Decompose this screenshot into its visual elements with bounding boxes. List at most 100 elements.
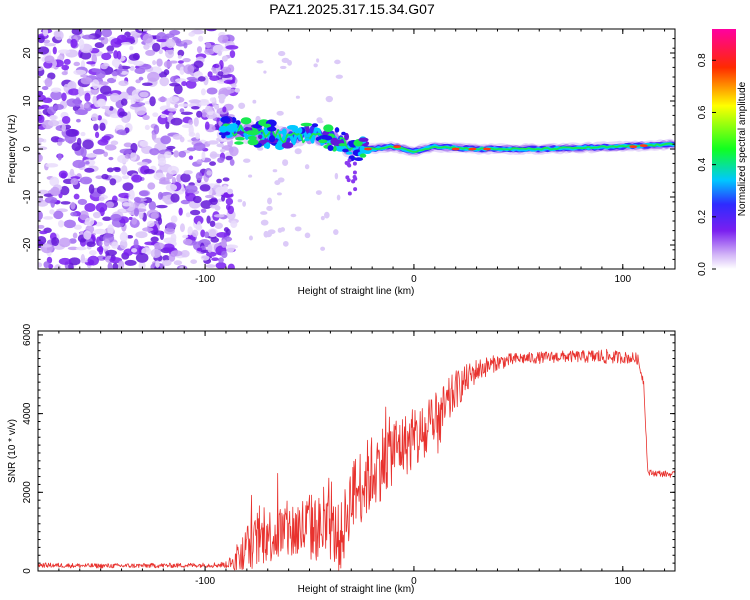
spectrogram-noise-blob	[92, 95, 97, 105]
spectrogram-noise-blob	[44, 55, 55, 64]
spectrogram-noise-blob	[124, 259, 137, 266]
spectrogram-scatter-blob	[336, 194, 341, 201]
spectrogram-noise-blob	[180, 250, 190, 258]
spectrogram-noise-blob	[179, 108, 185, 113]
spectrogram-noise-blob	[38, 114, 45, 124]
spectrogram-noise-blob	[104, 144, 117, 151]
spectrogram-noise-blob	[119, 239, 128, 250]
spectrogram-scatter-blob	[313, 63, 318, 68]
spectrogram-noise-blob	[157, 217, 163, 225]
spectrogram-scatter-blob	[272, 169, 278, 173]
spectrogram-noise-blob	[209, 197, 218, 205]
colorbar-tick-label: 0.4	[697, 157, 708, 171]
spectrogram-noise-blob	[227, 263, 235, 269]
spectrogram-noise-blob	[38, 66, 44, 71]
spectrogram-xtick-label: -100	[195, 274, 215, 285]
spectrogram-noise-blob	[68, 238, 77, 244]
spectrogram-noise-blob	[184, 184, 198, 194]
spectrogram-signal-blob	[240, 117, 252, 125]
spectrogram-noise-blob	[209, 153, 222, 158]
spectrogram-scatter-blob	[226, 86, 231, 90]
spectrogram-scatter-blob	[333, 229, 339, 235]
spectrogram-noise-blob	[197, 76, 206, 82]
spectrogram-noise-blob	[38, 137, 45, 143]
spectrogram-noise-blob	[181, 124, 194, 129]
spectrogram-noise-blob	[88, 250, 97, 256]
spectrogram-noise-blob	[231, 83, 237, 88]
spectrogram-noise-blob	[204, 194, 214, 199]
spectrogram-noise-blob	[61, 123, 66, 132]
spectrogram-scatter-blob	[218, 93, 226, 101]
spectrogram-tail-blob	[346, 178, 351, 183]
spectrogram-noise-blob	[196, 221, 202, 230]
spectrogram-noise-blob	[111, 241, 119, 249]
spectrogram-noise-blob	[196, 110, 203, 118]
spectrogram-noise-blob	[217, 34, 229, 44]
spectrogram-noise-blob	[107, 50, 114, 54]
spectrogram-noise-blob	[185, 79, 197, 89]
spectrogram-noise-blob	[209, 220, 216, 227]
spectrogram-noise-blob	[199, 184, 211, 192]
spectrogram-noise-blob	[95, 70, 106, 79]
spectrogram-hotspot	[363, 147, 372, 151]
spectrogram-signal-blob	[345, 151, 353, 155]
spectrogram-noise-blob	[101, 173, 109, 180]
spectrogram-noise-blob	[180, 199, 190, 205]
spectrogram-hotspot	[393, 145, 402, 149]
spectrogram-noise-blob	[75, 246, 87, 251]
spectrogram-noise-blob	[58, 237, 71, 248]
spectrogram-noise-blob	[98, 245, 104, 255]
spectrogram-noise-blob	[205, 264, 216, 268]
spectrogram-noise-blob	[188, 99, 201, 104]
spectrogram-scatter-blob	[317, 120, 324, 124]
spectrogram-noise-blob	[116, 129, 127, 135]
spectrogram-scatter-blob	[274, 180, 281, 186]
spectrogram-noise-blob	[230, 220, 238, 228]
spectrogram-noise-blob	[86, 241, 96, 248]
spectrogram-noise-blob	[119, 71, 129, 75]
spectrogram-noise-blob	[149, 96, 156, 107]
spectrogram-noise-blob	[70, 201, 76, 210]
spectrogram-noise-blob	[120, 98, 128, 106]
spectrogram-noise-blob	[167, 107, 177, 112]
spectrogram-noise-blob	[126, 35, 135, 42]
spectrogram-noise-blob	[196, 159, 203, 165]
spectrogram-noise-blob	[67, 81, 75, 89]
spectrogram-noise-blob	[156, 58, 163, 67]
spectrogram-noise-blob	[60, 201, 71, 205]
spectrogram-noise-blob	[188, 31, 196, 37]
spectrogram-hotspot	[468, 147, 477, 151]
spectrogram-noise-blob	[205, 42, 212, 49]
spectrogram-signal-blob	[321, 135, 333, 141]
spectrogram-noise-blob	[47, 119, 60, 127]
spectrogram-signal-band	[220, 122, 674, 153]
spectrogram-noise-blob	[123, 142, 133, 148]
spectrogram-scatter-blob	[260, 219, 269, 226]
spectrogram-noise-blob	[95, 175, 104, 180]
spectrogram-noise-blob	[106, 45, 115, 52]
spectrogram-noise-blob	[118, 91, 130, 101]
spectrogram-noise-blob	[38, 224, 45, 229]
spectrogram-noise-blob	[97, 139, 109, 146]
spectrogram-noise-blob	[94, 29, 102, 39]
spectrogram-noise-blob	[185, 212, 191, 218]
spectrogram-noise-blob	[152, 112, 159, 118]
spectrogram-noise-blob	[131, 217, 137, 225]
spectrogram-noise-blob	[158, 49, 163, 55]
spectrogram-noise-blob	[61, 71, 68, 76]
spectrogram-noise-blob	[188, 119, 193, 126]
spectrogram-noise-blob	[49, 176, 60, 187]
spectrogram-noise-blob	[122, 202, 131, 207]
spectrogram-noise-blob	[54, 30, 64, 41]
spectrogram-noise-blob	[133, 238, 139, 249]
spectrogram-noise-blob	[168, 112, 174, 118]
spectrogram-noise-blob	[38, 146, 48, 151]
spectrogram-scatter-blob	[256, 60, 264, 64]
spectrogram-noise-blob	[211, 257, 219, 262]
spectrogram-noise-blob	[105, 201, 115, 209]
spectrogram-noise-blob	[159, 76, 170, 87]
spectrogram-tail-blob	[353, 187, 358, 192]
spectrogram-noise-blob	[72, 232, 78, 239]
spectrogram-noise-blob	[130, 103, 143, 108]
